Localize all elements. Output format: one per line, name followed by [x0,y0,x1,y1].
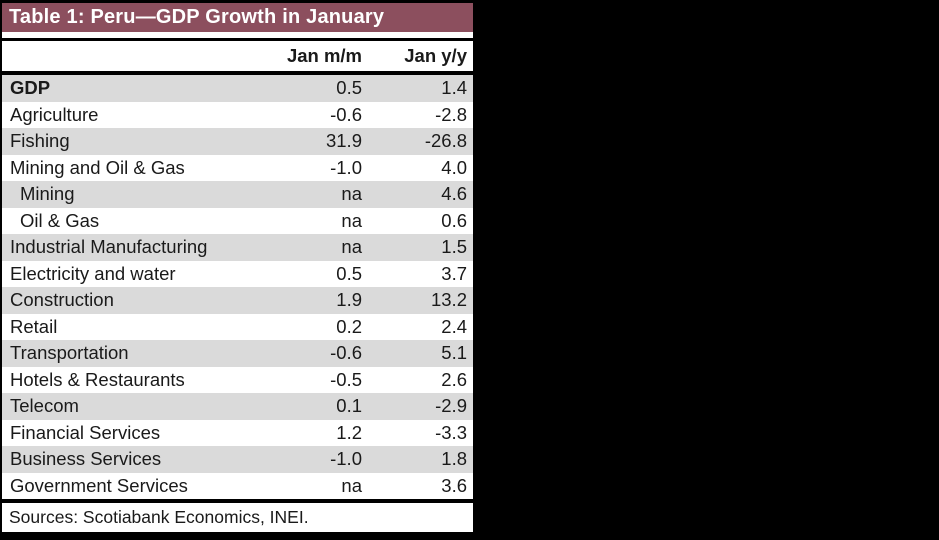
row-value-jan-yy: -3.3 [435,421,467,443]
row-value-jan-mm: -0.6 [330,103,362,125]
row-value-jan-mm: 31.9 [325,130,362,152]
column-header-jan-mm: Jan m/m [286,45,362,66]
table-row: Mining and Oil & Gas -1.0 4.0 [2,154,473,181]
row-value-jan-mm: -1.0 [330,156,362,178]
row-label: Fishing [10,130,70,152]
row-value-jan-yy: -26.8 [424,130,467,152]
row-value-jan-mm: na [341,183,362,205]
row-value-jan-mm: 0.5 [336,77,362,99]
table-row: Transportation -0.6 5.1 [2,340,473,367]
row-value-jan-yy: 4.0 [441,156,467,178]
row-value-jan-yy: 2.4 [441,315,467,337]
row-label: Government Services [10,474,188,496]
row-value-jan-yy: 4.6 [441,183,467,205]
row-value-jan-yy: 3.6 [441,474,467,496]
table-row: GDP 0.5 1.4 [2,75,473,102]
rule-above-footer [2,499,473,503]
table-source-note: Sources: Scotiabank Economics, INEI. [2,503,473,532]
row-value-jan-yy: 1.5 [441,236,467,258]
row-value-jan-yy: 0.6 [441,209,467,231]
table-row: Government Services na 3.6 [2,472,473,499]
table-body: GDP 0.5 1.4 Agriculture -0.6 -2.8 Fishing 31.9 -… [2,75,473,499]
row-label: Hotels & Restaurants [10,368,185,390]
row-value-jan-mm: 1.9 [336,289,362,311]
gdp-table: Table 1: Peru—GDP Growth in January Jan … [0,0,479,540]
table-row: Hotels & Restaurants -0.5 2.6 [2,366,473,393]
rule-below-title [2,38,473,41]
row-value-jan-mm: -0.6 [330,342,362,364]
row-value-jan-yy: 2.6 [441,368,467,390]
row-label: Construction [10,289,114,311]
row-label: Telecom [10,395,79,417]
row-value-jan-yy: 5.1 [441,342,467,364]
row-label: Financial Services [10,421,161,443]
row-value-jan-yy: 3.7 [441,262,467,284]
row-label: Business Services [10,448,162,470]
table-row: Business Services -1.0 1.8 [2,446,473,473]
row-value-jan-mm: na [341,474,362,496]
row-label: Industrial Manufacturing [10,236,208,258]
table-header-row: Jan m/m Jan y/y [2,41,473,71]
table-row: Industrial Manufacturing na 1.5 [2,234,473,261]
row-label: Transportation [10,342,129,364]
row-value-jan-mm: 0.5 [336,262,362,284]
row-value-jan-mm: na [341,209,362,231]
row-value-jan-mm: na [341,236,362,258]
table-row: Retail 0.2 2.4 [2,313,473,340]
table-row: Oil & Gas na 0.6 [2,207,473,234]
row-value-jan-yy: 1.8 [441,448,467,470]
table-row: Agriculture -0.6 -2.8 [2,101,473,128]
table-row: Fishing 31.9 -26.8 [2,128,473,155]
row-value-jan-mm: 0.1 [336,395,362,417]
row-value-jan-mm: 0.2 [336,315,362,337]
rule-below-header [2,71,473,75]
row-value-jan-yy: 1.4 [441,77,467,99]
table-title: Table 1: Peru—GDP Growth in January [2,3,473,32]
row-label: Electricity and water [10,262,176,284]
column-header-jan-yy: Jan y/y [404,45,467,66]
row-label: Mining [20,183,75,205]
row-label: GDP [10,77,51,99]
table-row: Electricity and water 0.5 3.7 [2,260,473,287]
row-value-jan-mm: -0.5 [330,368,362,390]
row-value-jan-mm: 1.2 [336,421,362,443]
table-row: Mining na 4.6 [2,181,473,208]
table-row: Financial Services 1.2 -3.3 [2,419,473,446]
table-row: Construction 1.9 13.2 [2,287,473,314]
row-label: Agriculture [10,103,99,125]
row-value-jan-mm: -1.0 [330,448,362,470]
row-value-jan-yy: -2.8 [435,103,467,125]
row-label: Oil & Gas [20,209,100,231]
title-separator-gap [2,32,473,38]
row-label: Mining and Oil & Gas [10,156,185,178]
table-row: Telecom 0.1 -2.9 [2,393,473,420]
row-value-jan-yy: 13.2 [430,289,467,311]
row-value-jan-yy: -2.9 [435,395,467,417]
row-label: Retail [10,315,58,337]
